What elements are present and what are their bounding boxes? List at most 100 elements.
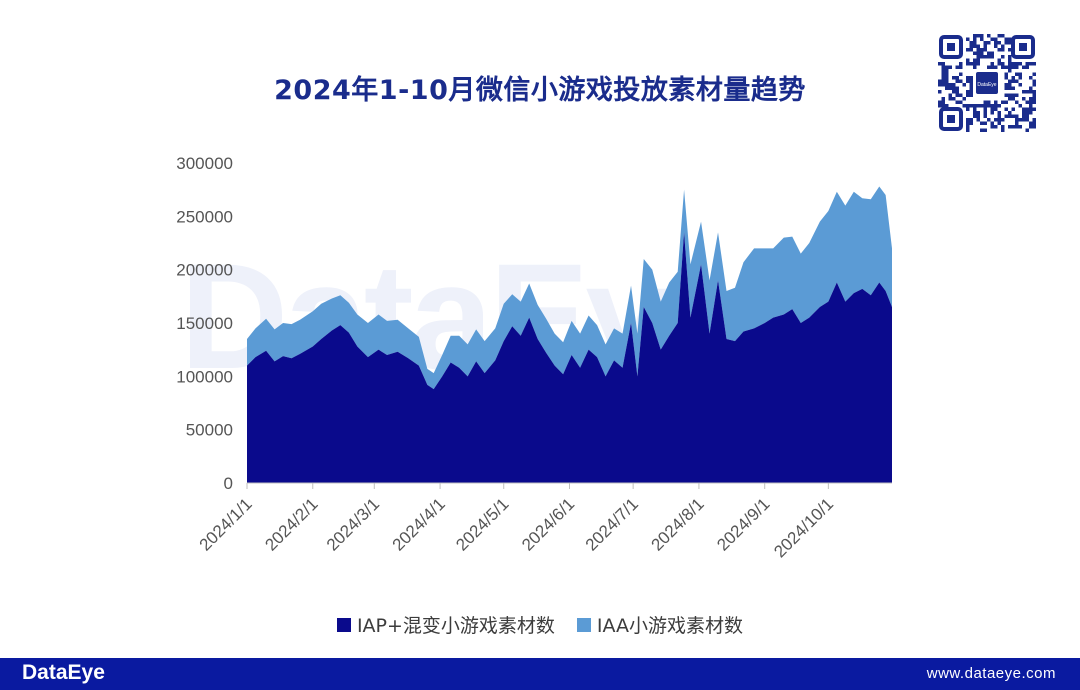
qr-module	[1011, 62, 1015, 66]
qr-module	[966, 62, 970, 66]
qr-module	[1032, 90, 1036, 94]
qr-module	[959, 65, 963, 69]
qr-module	[994, 107, 998, 111]
qr-module	[938, 90, 942, 94]
qr-module	[997, 114, 1001, 118]
qr-module	[1018, 125, 1022, 129]
qr-module	[1008, 58, 1012, 62]
qr-module	[1025, 100, 1029, 104]
qr-module	[966, 79, 970, 83]
qr-module	[980, 55, 984, 59]
qr-module	[966, 76, 970, 80]
qr-module	[997, 111, 1001, 115]
qr-module	[976, 114, 980, 118]
qr-module	[973, 114, 977, 118]
qr-module	[1011, 76, 1015, 80]
qr-module	[997, 104, 1001, 108]
qr-module	[941, 69, 945, 73]
x-tick-label: 2024/4/1	[389, 494, 449, 554]
qr-module	[948, 83, 952, 87]
qr-module	[962, 83, 966, 87]
qr-module	[1015, 121, 1019, 125]
qr-module	[990, 65, 994, 69]
qr-module	[1018, 104, 1022, 108]
footer-bar: DataEye www.dataeye.com	[0, 658, 1080, 690]
qr-module	[997, 121, 1001, 125]
qr-module	[1011, 65, 1015, 69]
qr-module	[952, 86, 956, 90]
qr-module	[938, 100, 942, 104]
qr-module	[952, 76, 956, 80]
qr-module	[948, 86, 952, 90]
qr-module	[966, 93, 970, 97]
qr-module	[955, 93, 959, 97]
qr-module	[938, 79, 942, 83]
qr-module	[990, 62, 994, 66]
qr-module	[973, 104, 977, 108]
qr-module	[952, 97, 956, 101]
qr-module	[945, 86, 949, 90]
qr-module	[1001, 118, 1005, 122]
legend-item-iap: IAP+混变小游戏素材数	[336, 611, 555, 638]
qr-module	[955, 65, 959, 69]
qr-module	[1015, 62, 1019, 66]
qr-module	[959, 62, 963, 66]
legend-swatch-iaa	[576, 617, 591, 632]
qr-module	[987, 55, 991, 59]
qr-module	[966, 107, 970, 111]
qr-module	[1008, 97, 1012, 101]
qr-module	[1022, 111, 1026, 115]
qr-module	[966, 121, 970, 125]
qr-module	[948, 97, 952, 101]
qr-module	[997, 34, 1001, 38]
qr-module	[966, 37, 970, 41]
qr-module	[1004, 100, 1008, 104]
qr-module	[976, 62, 980, 66]
area-iap	[247, 232, 892, 483]
qr-module	[983, 55, 987, 59]
chart-title: 2024年1-10月微信小游戏投放素材量趋势	[274, 75, 806, 106]
qr-module	[997, 48, 1001, 52]
qr-module	[955, 79, 959, 83]
qr-module	[948, 65, 952, 69]
qr-module	[987, 41, 991, 45]
qr-module	[997, 62, 1001, 66]
qr-module	[983, 121, 987, 125]
qr-module	[997, 41, 1001, 45]
qr-module	[966, 58, 970, 62]
qr-module	[1011, 107, 1015, 111]
legend-label-iaa: IAA小游戏素材数	[596, 615, 744, 637]
qr-module	[1004, 86, 1008, 90]
qr-module	[1032, 79, 1036, 83]
qr-module	[945, 104, 949, 108]
qr-module	[973, 58, 977, 62]
qr-module	[959, 93, 963, 97]
qr-module	[959, 79, 963, 83]
qr-module	[983, 107, 987, 111]
qr-module	[1008, 48, 1012, 52]
qr-module	[1018, 118, 1022, 122]
qr-module	[1029, 90, 1033, 94]
qr-module	[1011, 79, 1015, 83]
qr-module	[1008, 65, 1012, 69]
qr-module	[994, 41, 998, 45]
qr-module	[966, 48, 970, 52]
qr-module	[969, 79, 973, 83]
qr-module	[959, 72, 963, 76]
qr-module	[1025, 118, 1029, 122]
qr-module	[973, 65, 977, 69]
qr-module	[1001, 48, 1005, 52]
x-tick-label: 2024/8/1	[648, 494, 708, 554]
qr-module	[1001, 125, 1005, 129]
qr-module	[1008, 41, 1012, 45]
qr-module	[1001, 65, 1005, 69]
qr-module	[987, 118, 991, 122]
qr-module	[945, 65, 949, 69]
qr-module	[938, 83, 942, 87]
qr-module	[1025, 114, 1029, 118]
y-tick-label: 300000	[176, 154, 233, 173]
y-tick-label: 200000	[176, 261, 233, 280]
qr-module	[1011, 125, 1015, 129]
qr-module	[1004, 83, 1008, 87]
qr-module	[1018, 72, 1022, 76]
